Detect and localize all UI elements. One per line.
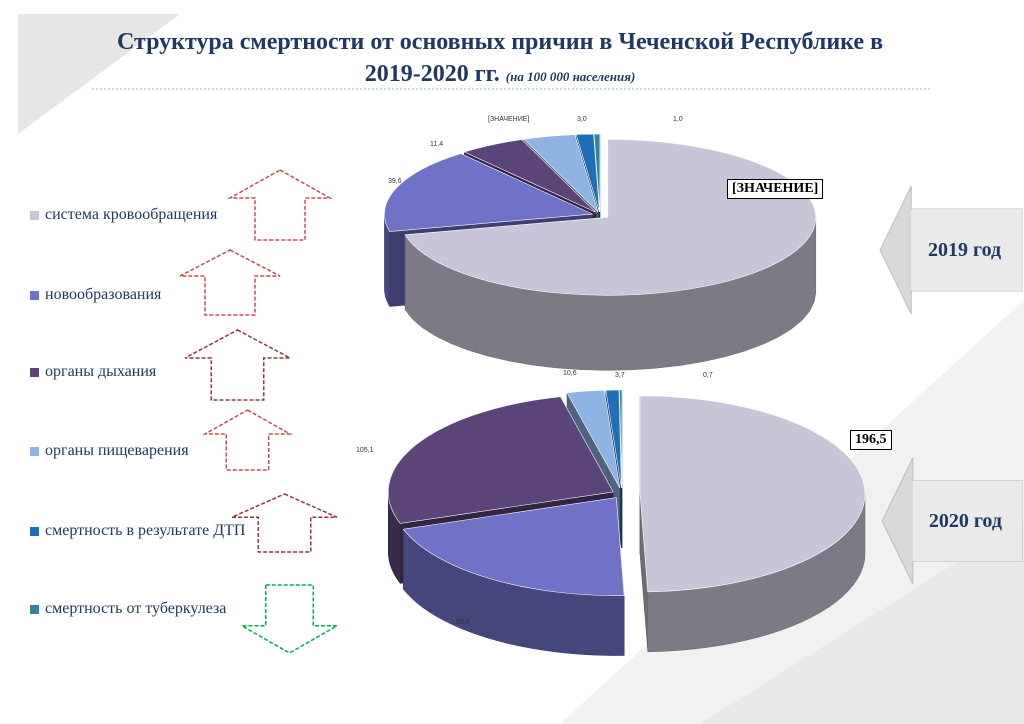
data-label: 3,7 [615,372,625,379]
data-label: 11,4 [430,141,444,148]
legend-swatch [30,447,39,456]
legend-swatch [30,211,39,220]
pie-slice [593,133,601,213]
legend-label: смертность в результате ДТП [45,522,246,539]
pie-slice [639,395,866,593]
legend-swatch [30,368,39,377]
legend-label: система кровообращения [45,206,218,223]
data-label-box: 196,5 [850,430,892,450]
data-label: 39,6 [388,178,402,185]
legend-label: новообразования [45,286,162,303]
year-label: 2020 год [929,510,1002,532]
year-label: 2019 год [928,239,1001,261]
data-label: 1,0 [673,116,683,123]
title-line1: Структура смертности от основных причин … [116,29,884,55]
arrow-up-icon [179,249,281,316]
legend-item: новообразования [30,285,290,304]
arrow-up-icon [184,329,291,401]
pie-slice [384,153,594,232]
pie-2019 [384,133,817,371]
pie-2020 [387,389,866,656]
legend-swatch [30,527,39,536]
title-note: (на 100 000 населения) [505,69,636,84]
legend-label: органы дыхания [45,363,157,380]
pie-slice [404,139,817,296]
legend-item: органы пищеварения [30,441,290,460]
data-label: 3,0 [577,116,587,123]
pie-slice [463,139,597,213]
title-line2: 2019-2020 гг. [364,61,500,87]
legend-swatch [30,605,39,614]
legend-item: система кровообращения [30,205,290,224]
pie-slice [619,389,623,488]
legend-item: смертность в результате ДТП [30,521,260,540]
year-callout-2019: 2019 год [879,185,1023,315]
pie-slice [605,389,622,488]
data-label: 10,6 [563,370,577,377]
legend-swatch [30,291,39,300]
pie-slice [523,134,599,213]
pie-slice [575,133,600,213]
pie-slice [402,497,625,596]
pie-slice [387,396,614,524]
pie-slice [566,389,621,489]
data-label: 80,8 [456,619,470,626]
arrow-down-icon [239,584,340,654]
legend-item: органы дыхания [30,362,290,381]
page-title: Структура смертности от основных причин … [40,26,960,93]
data-label: [ЗНАЧЕНИЕ] [488,116,530,123]
data-label-box: [ЗНАЧЕНИЕ] [727,179,824,199]
legend-label: органы пищеварения [45,442,189,459]
legend-label: смертность от туберкулеза [45,600,227,617]
legend-item: смертность от туберкулеза [30,599,290,618]
data-label: 105,1 [356,447,374,454]
arrow-up-icon [231,493,338,553]
arrow-up-icon [202,409,293,471]
data-label: 0,7 [703,372,713,379]
arrow-up-icon [227,169,333,241]
year-callout-2020: 2020 год [881,457,1023,585]
